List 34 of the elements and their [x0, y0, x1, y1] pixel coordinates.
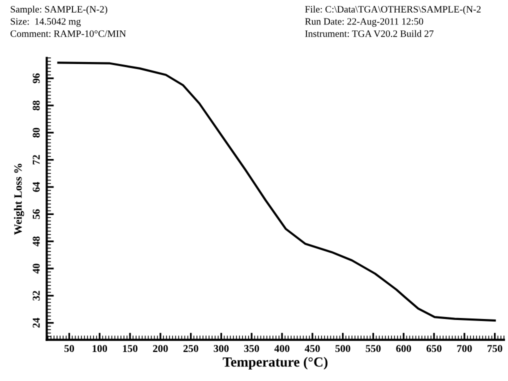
- x-tick-label: 400: [274, 345, 290, 352]
- x-tick-label: 250: [183, 345, 198, 352]
- y-tick-label: 48: [32, 236, 40, 246]
- text: Run Date: 22-Aug-2011 12:50: [305, 18, 424, 27]
- x-tick-label: 500: [335, 345, 350, 352]
- x-tick-label: 350: [244, 345, 260, 352]
- x-tick-label: 550: [366, 345, 381, 352]
- line-series: [57, 62, 496, 322]
- y-tick-label: 56: [32, 209, 40, 219]
- y-axis-title: Weight Loss %: [14, 164, 24, 235]
- x-tick-label: 150: [123, 345, 138, 352]
- y-tick-label: 32: [32, 290, 40, 301]
- text: Instrument: TGA V20.2 Build 27: [305, 30, 434, 37]
- y-tick-label: 72: [32, 155, 40, 164]
- text: Size: 14.5042 mg: [10, 18, 81, 27]
- x-tick-label: 750: [488, 345, 502, 352]
- x-tick-label: 650: [426, 345, 442, 352]
- text: Comment: RAMP-10°C/MIN: [10, 30, 126, 37]
- y-tick-label: 88: [32, 100, 40, 110]
- x-tick-label: 200: [153, 345, 168, 352]
- text: Sample: SAMPLE-(N-2): [10, 6, 108, 15]
- x-axis-title: Temperature (°C): [222, 356, 328, 370]
- x-tick-label: 50: [64, 345, 74, 352]
- y-tick-label: 64: [32, 182, 40, 192]
- y-tick-label: 40: [32, 264, 40, 274]
- x-tick-label: 100: [92, 345, 108, 352]
- y-tick-label: 24: [32, 318, 40, 328]
- x-tick-label: 300: [214, 345, 229, 352]
- x-tick-label: 600: [396, 345, 412, 352]
- y-tick-label: 96: [32, 73, 40, 84]
- x-tick-label: 450: [304, 345, 320, 352]
- y-tick-label: 80: [32, 128, 40, 138]
- x-tick-label: 700: [457, 345, 472, 352]
- text: File: C:\Data\TGA\OTHERS\SAMPLE-(N-2: [305, 6, 481, 15]
